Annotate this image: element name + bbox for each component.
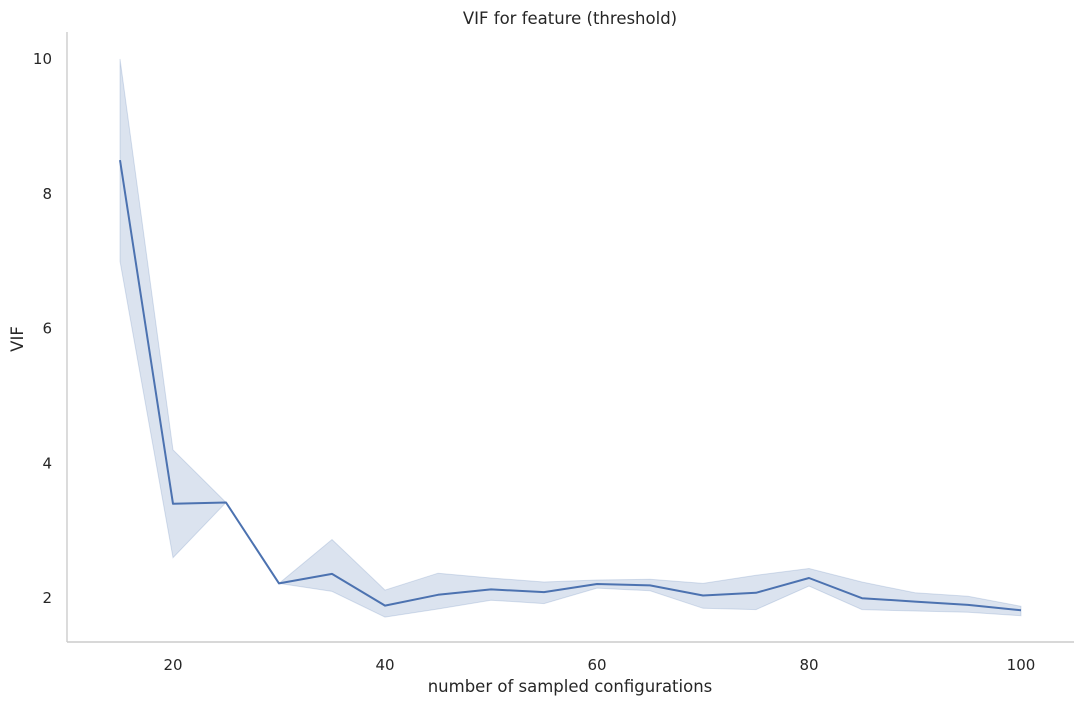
y-tick-label: 6 [42, 320, 52, 338]
confidence-band [119, 58, 1022, 618]
y-tick-label: 4 [42, 454, 52, 472]
x-tick-label: 80 [799, 656, 818, 674]
x-tick-label: 60 [587, 656, 606, 674]
y-tick-label: 8 [42, 185, 52, 203]
y-axis-label: VIF [8, 326, 27, 352]
x-tick-label: 40 [375, 656, 394, 674]
plot-area [119, 58, 1022, 618]
y-tick-label: 2 [42, 589, 52, 607]
y-axis-ticks: 2 4 6 8 10 [33, 50, 52, 607]
x-axis-ticks: 20 40 60 80 100 [163, 656, 1035, 674]
x-axis-label: number of sampled configurations [428, 677, 713, 696]
x-tick-label: 100 [1007, 656, 1036, 674]
x-tick-label: 20 [163, 656, 182, 674]
y-tick-label: 10 [33, 50, 52, 68]
chart-title: VIF for feature (threshold) [463, 9, 677, 28]
series-line [119, 159, 1022, 612]
